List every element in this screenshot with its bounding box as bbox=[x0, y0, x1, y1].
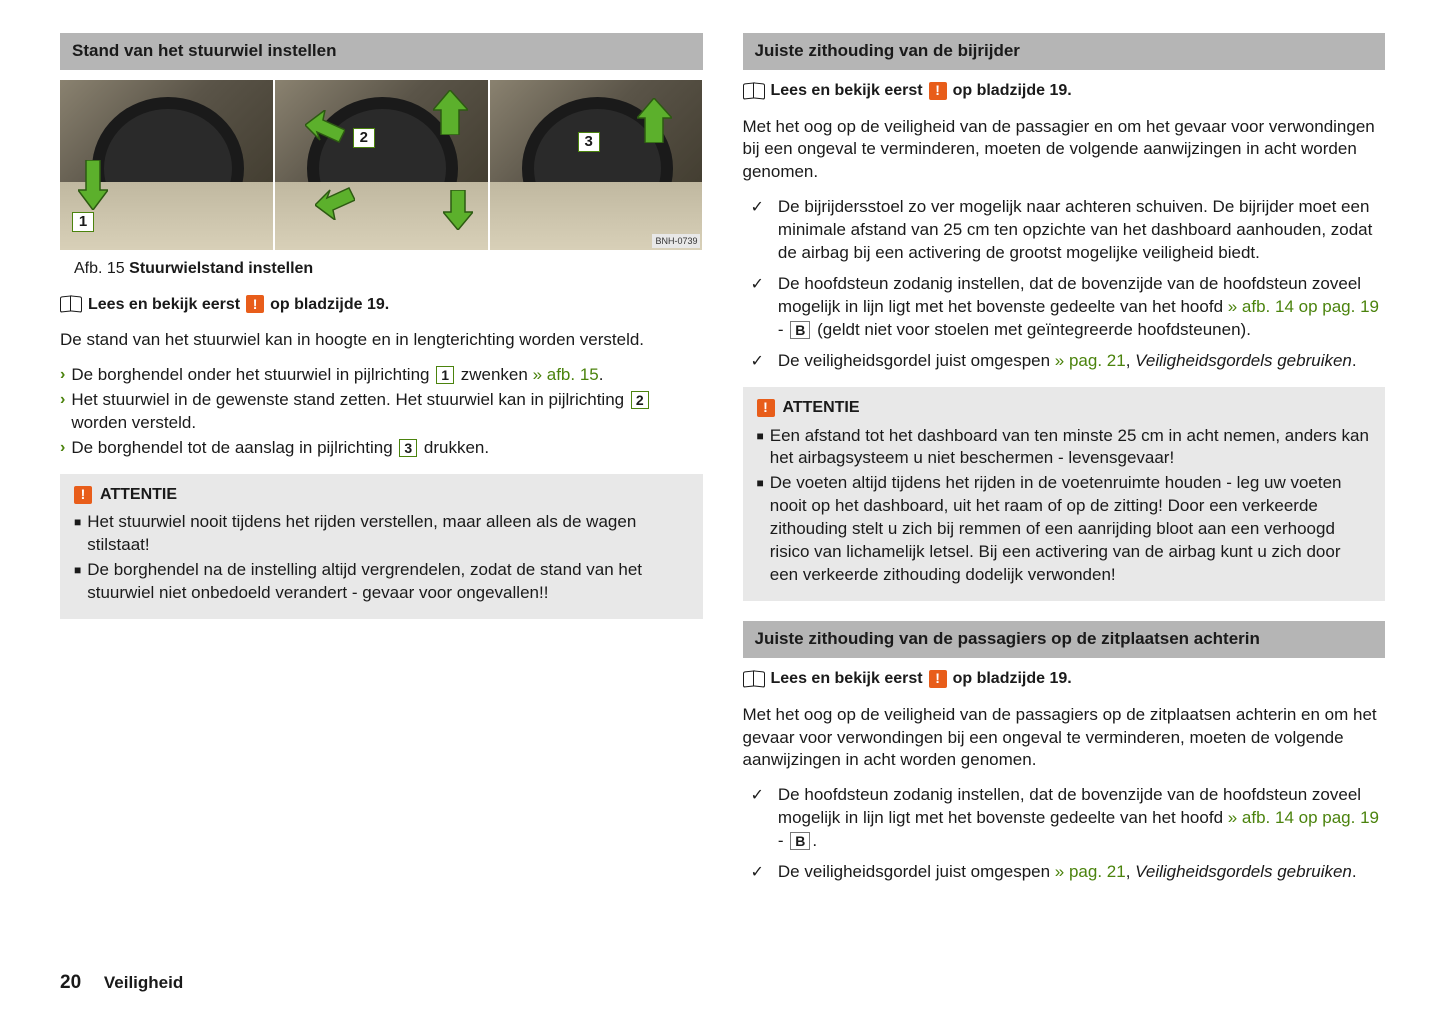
figure-15: 1 2 3 BNH-0739 bbox=[60, 80, 703, 250]
arrow-up2-icon bbox=[637, 98, 672, 143]
warning-icon: ! bbox=[246, 295, 264, 313]
step-item: › De borghendel onder het stuurwiel in p… bbox=[60, 364, 703, 387]
intro-paragraph: Met het oog op de veiligheid van de pass… bbox=[743, 116, 1386, 185]
figure-panel-1: 1 bbox=[60, 80, 273, 250]
right-column: Juiste zithouding van de bijrijder Lees … bbox=[743, 33, 1386, 898]
check-item: ✓ De hoofdsteun zodanig instellen, dat d… bbox=[743, 273, 1386, 342]
check-text: De hoofdsteun zodanig instellen, dat de … bbox=[778, 273, 1385, 342]
caption-prefix: Afb. 15 bbox=[74, 260, 129, 277]
check-item: ✓ De veiligheidsgordel juist omgespen » … bbox=[743, 861, 1386, 884]
check-text: De bijrijdersstoel zo ver mogelijk naar … bbox=[778, 196, 1385, 265]
manual-page: Stand van het stuurwiel instellen 1 2 3 … bbox=[0, 0, 1445, 898]
caption-title: Stuurwielstand instellen bbox=[129, 260, 313, 277]
figure-caption: Afb. 15 Stuurwielstand instellen bbox=[74, 258, 703, 280]
section-header-rear-passenger: Juiste zithouding van de passagiers op d… bbox=[743, 621, 1386, 658]
square-bullet-icon: ■ bbox=[757, 428, 764, 471]
step-item: › Het stuurwiel in de gewenste stand zet… bbox=[60, 389, 703, 435]
attention-title: ! ATTENTIE bbox=[757, 397, 1372, 419]
figure-panel-2: 2 bbox=[275, 80, 488, 250]
read-first-notice: Lees en bekijk eerst ! op bladzijde 19. bbox=[743, 80, 1386, 102]
checklist: ✓ De bijrijdersstoel zo ver mogelijk naa… bbox=[743, 196, 1386, 373]
warning-icon: ! bbox=[757, 399, 775, 417]
check-item: ✓ De bijrijdersstoel zo ver mogelijk naa… bbox=[743, 196, 1386, 265]
attention-box: ! ATTENTIE ■Het stuurwiel nooit tijdens … bbox=[60, 474, 703, 619]
attention-label: ATTENTIE bbox=[100, 484, 177, 506]
section-header-steering: Stand van het stuurwiel instellen bbox=[60, 33, 703, 70]
page-footer: 20 Veiligheid bbox=[60, 970, 183, 996]
step-text: De borghendel onder het stuurwiel in pij… bbox=[71, 364, 603, 387]
book-icon bbox=[60, 296, 82, 312]
warning-icon: ! bbox=[929, 670, 947, 688]
steps-list: › De borghendel onder het stuurwiel in p… bbox=[60, 364, 703, 460]
check-text: De veiligheidsgordel juist omgespen » pa… bbox=[778, 861, 1357, 884]
check-text: De hoofdsteun zodanig instellen, dat de … bbox=[778, 784, 1385, 853]
read-first-text-a: Lees en bekijk eerst bbox=[771, 80, 923, 102]
step-text: De borghendel tot de aanslag in pijlrich… bbox=[71, 437, 489, 460]
check-icon: ✓ bbox=[751, 274, 764, 296]
figure-number-2: 2 bbox=[353, 128, 375, 148]
check-icon: ✓ bbox=[751, 197, 764, 219]
check-item: ✓ De veiligheidsgordel juist omgespen » … bbox=[743, 350, 1386, 373]
chevron-icon: › bbox=[60, 389, 65, 411]
attention-item: ■Een afstand tot het dashboard van ten m… bbox=[757, 425, 1372, 471]
arrow-down-icon bbox=[78, 160, 108, 210]
section-header-passenger: Juiste zithouding van de bijrijder bbox=[743, 33, 1386, 70]
step-text: Het stuurwiel in de gewenste stand zette… bbox=[71, 389, 702, 435]
attention-item: ■De borghendel na de instelling altijd v… bbox=[74, 559, 689, 605]
figure-number-3: 3 bbox=[578, 132, 600, 152]
attention-label: ATTENTIE bbox=[783, 397, 860, 419]
figure-number-1: 1 bbox=[72, 212, 94, 232]
warning-icon: ! bbox=[929, 82, 947, 100]
attention-item: ■Het stuurwiel nooit tijdens het rijden … bbox=[74, 511, 689, 557]
warning-icon: ! bbox=[74, 486, 92, 504]
square-bullet-icon: ■ bbox=[74, 514, 81, 557]
step-item: › De borghendel tot de aanslag in pijlri… bbox=[60, 437, 703, 460]
check-item: ✓ De hoofdsteun zodanig instellen, dat d… bbox=[743, 784, 1386, 853]
page-number: 20 bbox=[60, 972, 81, 993]
figure-ref-tag: BNH-0739 bbox=[652, 234, 700, 248]
read-first-text-b: op bladzijde 19. bbox=[953, 80, 1072, 102]
read-first-text-b: op bladzijde 19. bbox=[953, 668, 1072, 690]
book-icon bbox=[743, 671, 765, 687]
read-first-notice: Lees en bekijk eerst ! op bladzijde 19. bbox=[743, 668, 1386, 690]
read-first-text-a: Lees en bekijk eerst bbox=[88, 294, 240, 316]
arrow-up-icon bbox=[433, 90, 468, 135]
intro-paragraph: Met het oog op de veiligheid van de pass… bbox=[743, 704, 1386, 773]
check-text: De veiligheidsgordel juist omgespen » pa… bbox=[778, 350, 1357, 373]
book-icon bbox=[743, 83, 765, 99]
arrow-down2-icon bbox=[443, 190, 473, 230]
checklist: ✓ De hoofdsteun zodanig instellen, dat d… bbox=[743, 784, 1386, 884]
read-first-text-a: Lees en bekijk eerst bbox=[771, 668, 923, 690]
attention-item: ■De voeten altijd tijdens het rijden in … bbox=[757, 472, 1372, 587]
read-first-text-b: op bladzijde 19. bbox=[270, 294, 389, 316]
figure-panel-3: 3 BNH-0739 bbox=[490, 80, 703, 250]
chevron-icon: › bbox=[60, 437, 65, 459]
attention-title: ! ATTENTIE bbox=[74, 484, 689, 506]
page-section-name: Veiligheid bbox=[104, 973, 183, 992]
check-icon: ✓ bbox=[751, 351, 764, 373]
check-icon: ✓ bbox=[751, 785, 764, 807]
chevron-icon: › bbox=[60, 364, 65, 386]
arrow-downleft-icon bbox=[315, 185, 355, 220]
attention-box: ! ATTENTIE ■Een afstand tot het dashboar… bbox=[743, 387, 1386, 601]
check-icon: ✓ bbox=[751, 862, 764, 884]
read-first-notice: Lees en bekijk eerst ! op bladzijde 19. bbox=[60, 294, 703, 316]
arrow-upleft-icon bbox=[305, 110, 345, 150]
square-bullet-icon: ■ bbox=[757, 475, 764, 587]
intro-paragraph: De stand van het stuurwiel kan in hoogte… bbox=[60, 329, 703, 352]
left-column: Stand van het stuurwiel instellen 1 2 3 … bbox=[60, 33, 703, 898]
square-bullet-icon: ■ bbox=[74, 562, 81, 605]
